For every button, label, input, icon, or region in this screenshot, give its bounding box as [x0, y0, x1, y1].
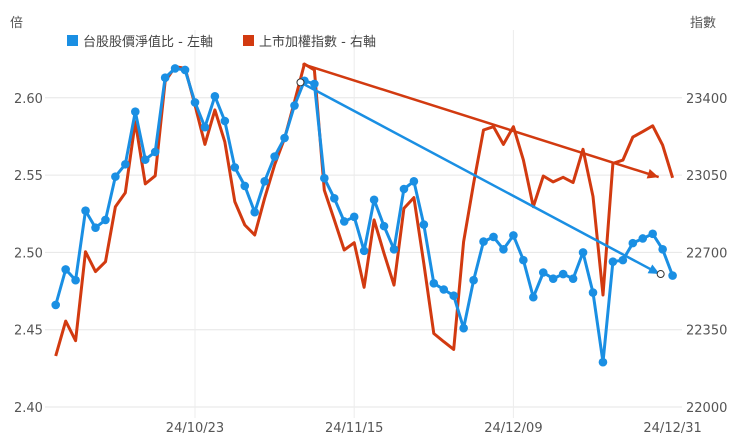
trend-arrow-line — [302, 62, 660, 179]
axes: 2.40 2.45 2.50 2.55 2.60 22000 22350 22700 23050… — [14, 92, 727, 436]
legend-label-pb[interactable]: 台股股價淨值比 - 左軸 — [83, 34, 213, 50]
data-point[interactable] — [588, 288, 598, 297]
data-point[interactable] — [538, 268, 548, 277]
right-tick-label: 22350 — [686, 324, 727, 339]
data-point[interactable] — [91, 223, 100, 232]
data-point[interactable] — [578, 248, 588, 257]
left-tick-label: 2.60 — [14, 92, 43, 107]
data-point[interactable] — [71, 275, 80, 285]
data-point[interactable] — [389, 245, 399, 254]
data-point[interactable] — [220, 116, 230, 126]
data-point[interactable] — [140, 155, 150, 164]
data-point[interactable] — [638, 234, 648, 243]
data-point[interactable] — [270, 152, 279, 161]
data-point[interactable] — [101, 215, 110, 225]
data-point[interactable] — [210, 91, 220, 101]
data-point[interactable] — [359, 246, 369, 256]
x-tick-label: 24/11/15 — [325, 421, 383, 436]
legend-swatch-pb — [67, 35, 78, 46]
data-point[interactable] — [519, 255, 528, 265]
data-point[interactable] — [529, 292, 538, 302]
data-point[interactable] — [499, 245, 508, 254]
legend-label-taiex[interactable]: 上市加權指數 - 右軸 — [259, 34, 376, 50]
data-point[interactable] — [280, 133, 289, 143]
left-tick-label: 2.40 — [14, 401, 43, 416]
grid — [45, 30, 682, 418]
data-point[interactable] — [150, 147, 160, 157]
data-point[interactable] — [449, 291, 459, 300]
data-point[interactable] — [290, 101, 299, 110]
data-point[interactable] — [628, 238, 638, 248]
legend: 台股股價淨值比 - 左軸 上市加權指數 - 右軸 — [67, 34, 376, 50]
data-point[interactable] — [409, 176, 419, 186]
data-point[interactable] — [658, 245, 667, 254]
data-point[interactable] — [51, 300, 60, 310]
data-point[interactable] — [230, 163, 240, 172]
data-point[interactable] — [190, 98, 200, 107]
right-tick-label: 23050 — [686, 169, 727, 184]
data-point[interactable] — [200, 122, 210, 132]
x-tick-label: 24/10/23 — [166, 421, 224, 436]
trend-arrow-line — [299, 81, 661, 276]
right-tick-label: 22700 — [686, 246, 727, 261]
data-point[interactable] — [339, 217, 349, 226]
left-tick-label: 2.45 — [14, 324, 43, 339]
data-point[interactable] — [61, 265, 70, 274]
data-point[interactable] — [558, 269, 568, 279]
data-point[interactable] — [439, 285, 449, 294]
data-point[interactable] — [81, 206, 90, 215]
x-tick-label: 24/12/31 — [643, 421, 701, 436]
data-point[interactable] — [310, 79, 319, 89]
data-point[interactable] — [509, 231, 518, 240]
arrowhead-icon — [647, 264, 660, 275]
data-point[interactable] — [668, 271, 677, 280]
x-tick-label: 24/12/09 — [484, 421, 542, 436]
data-point[interactable] — [429, 279, 439, 288]
left-tick-label: 2.50 — [14, 246, 43, 261]
data-point[interactable] — [349, 212, 359, 222]
data-point[interactable] — [369, 195, 379, 205]
left-axis-unit: 倍 — [10, 16, 23, 31]
data-point[interactable] — [598, 357, 608, 367]
data-point[interactable] — [489, 232, 498, 242]
right-tick-label: 22000 — [686, 401, 727, 416]
data-point[interactable] — [320, 173, 329, 183]
data-point[interactable] — [240, 181, 250, 191]
data-point[interactable] — [419, 220, 429, 229]
arrowhead-icon — [646, 168, 659, 179]
data-point[interactable] — [618, 255, 628, 265]
series-line-0 — [54, 66, 675, 364]
data-point[interactable] — [568, 274, 578, 283]
data-point[interactable] — [608, 257, 618, 266]
data-point[interactable] — [648, 229, 657, 239]
data-point[interactable] — [180, 65, 190, 75]
data-point[interactable] — [399, 184, 409, 194]
data-point[interactable] — [548, 274, 558, 283]
data-point[interactable] — [170, 64, 180, 73]
data-point[interactable] — [260, 176, 269, 186]
trend-handle[interactable] — [656, 270, 665, 279]
data-point[interactable] — [131, 107, 140, 117]
legend-swatch-taiex — [243, 35, 254, 46]
data-point[interactable] — [459, 323, 468, 333]
data-point[interactable] — [250, 207, 259, 217]
data-point[interactable] — [479, 237, 488, 246]
trend-handle[interactable] — [296, 78, 305, 87]
series-line-1 — [54, 62, 675, 357]
left-tick-label: 2.55 — [14, 169, 43, 184]
data-point[interactable] — [111, 172, 120, 181]
data-point[interactable] — [379, 221, 389, 231]
data-point[interactable] — [121, 159, 130, 169]
right-axis-unit: 指數 — [690, 16, 716, 31]
plot-area — [51, 62, 677, 367]
right-tick-label: 23400 — [686, 92, 727, 107]
data-point[interactable] — [160, 73, 170, 83]
data-point[interactable] — [469, 275, 478, 285]
data-point[interactable] — [330, 193, 339, 203]
